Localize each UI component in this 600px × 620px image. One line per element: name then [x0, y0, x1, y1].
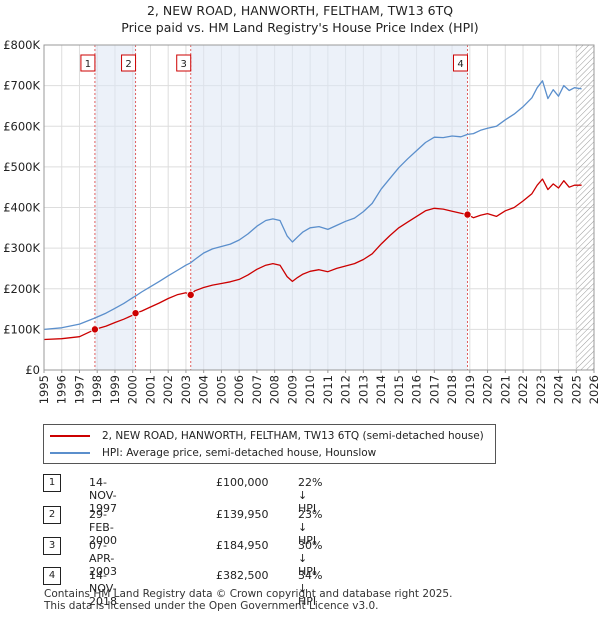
x-tick-label: 2021 [498, 375, 512, 404]
chart-subtitle: Price paid vs. HM Land Registry's House … [121, 20, 479, 35]
x-tick-label: 2014 [374, 375, 388, 404]
x-tick-label: 2016 [410, 375, 424, 404]
x-tick-label: 2019 [463, 375, 477, 404]
x-tick-label: 2004 [197, 375, 211, 404]
x-tick-label: 1999 [108, 375, 122, 404]
transaction-hpi: 30% ↓ HPI [298, 539, 323, 578]
transaction-price: £100,000 [216, 476, 269, 489]
transaction-date: 14-NOV-2018 [89, 569, 117, 608]
hpi-series-line [43, 80, 582, 331]
sale-label-box [121, 54, 137, 72]
sale-label: 1 [85, 59, 91, 70]
x-tick-label: 2025 [569, 375, 583, 404]
y-tick-label: £500K [3, 160, 40, 174]
transaction-hpi: 22% ↓ HPI [298, 476, 323, 515]
y-tick-label: £700K [3, 79, 40, 93]
shaded-period [190, 45, 468, 370]
attribution-line-1: Contains HM Land Registry data © Crown c… [44, 588, 453, 600]
x-tick-label: 2026 [587, 375, 600, 404]
transaction-number: 3 [43, 537, 61, 555]
y-tick-label: £800K [3, 38, 40, 52]
legend: 2, NEW ROAD, HANWORTH, FELTHAM, TW13 6TQ… [43, 424, 496, 464]
x-tick-label: 2008 [268, 375, 282, 404]
x-tick-label: 2022 [516, 375, 530, 404]
sale-label: 2 [125, 59, 131, 70]
x-tick-label: 2010 [303, 375, 317, 404]
legend-item-hpi: HPI: Average price, semi-detached house,… [50, 445, 376, 461]
y-tick-label: £300K [3, 241, 40, 255]
x-tick-label: 1998 [90, 375, 104, 404]
projection-hatch [576, 45, 594, 370]
x-tick-label: 2020 [481, 375, 495, 404]
transaction-price: £139,950 [216, 508, 269, 521]
sale-point [463, 210, 472, 219]
sale-label: 3 [181, 59, 187, 70]
x-tick-label: 2001 [143, 375, 157, 404]
transaction-price: £382,500 [216, 569, 269, 582]
shaded-period [94, 45, 136, 370]
x-tick-label: 2002 [161, 375, 175, 404]
transaction-date: 14-NOV-1997 [89, 476, 117, 515]
sale-point [131, 309, 140, 318]
x-tick-label: 2009 [285, 375, 299, 404]
y-tick-label: £0 [25, 363, 40, 377]
x-tick-label: 2024 [552, 375, 566, 404]
x-tick-label: 2006 [232, 375, 246, 404]
sale-label: 4 [457, 59, 463, 70]
sale-point [90, 325, 99, 334]
y-tick-label: £200K [3, 282, 40, 296]
x-tick-label: 2005 [214, 375, 228, 404]
x-tick-label: 1996 [55, 375, 69, 404]
attribution: Contains HM Land Registry data © Crown c… [44, 588, 452, 612]
transaction-number: 2 [43, 506, 61, 524]
sale-point [186, 290, 195, 299]
sale-label-box [453, 54, 468, 72]
y-tick-label: £100K [3, 322, 40, 336]
x-tick-label: 2011 [321, 375, 335, 404]
x-tick-label: 2017 [427, 375, 441, 404]
transaction-number: 4 [43, 567, 61, 585]
transaction-date: 29-FEB-2000 [89, 508, 117, 547]
legend-label-hpi: HPI: Average price, semi-detached house,… [102, 447, 377, 459]
transaction-price: £184,950 [216, 539, 269, 552]
legend-swatch-property [50, 435, 90, 437]
attribution-line-2: This data is licensed under the Open Gov… [44, 600, 379, 612]
sale-label-box [176, 54, 192, 72]
x-tick-label: 2003 [179, 375, 193, 404]
legend-swatch-hpi [50, 452, 90, 454]
x-tick-label: 2018 [445, 375, 459, 404]
y-tick-label: £600K [3, 119, 40, 133]
chart-title: 2, NEW ROAD, HANWORTH, FELTHAM, TW13 6TQ [146, 3, 454, 18]
y-tick-label: £400K [3, 201, 40, 215]
property-series-line [43, 178, 582, 341]
transaction-hpi: 34% ↓ HPI [298, 569, 323, 608]
sale-label-box [80, 54, 96, 72]
legend-item-property: 2, NEW ROAD, HANWORTH, FELTHAM, TW13 6TQ… [50, 428, 484, 444]
plot-frame [43, 44, 595, 371]
price-chart: 1 2 3 4 £0 £100K £200K £300K £400K £500K £600K £70… [3, 38, 600, 404]
x-tick-label: 2000 [126, 375, 140, 404]
x-tick-label: 2013 [356, 375, 370, 404]
transaction-number: 1 [43, 474, 61, 492]
x-tick-label: 1997 [72, 375, 86, 404]
legend-label-property: 2, NEW ROAD, HANWORTH, FELTHAM, TW13 6TQ… [102, 430, 484, 442]
transaction-hpi: 23% ↓ HPI [298, 508, 323, 547]
x-tick-label: 2015 [392, 375, 406, 404]
x-tick-label: 1995 [37, 375, 51, 404]
x-tick-label: 2007 [250, 375, 264, 404]
x-tick-label: 2023 [534, 375, 548, 404]
x-tick-label: 2012 [339, 375, 353, 404]
transaction-date: 07-APR-2003 [89, 539, 117, 578]
